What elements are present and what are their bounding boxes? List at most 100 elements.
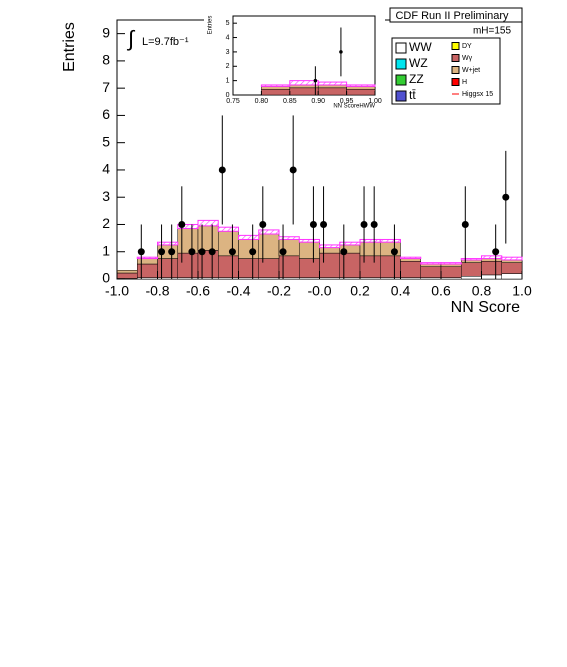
- histogram-bar: [359, 255, 381, 278]
- legend-label: W+jet: [462, 67, 480, 74]
- histogram-bar: [400, 261, 421, 278]
- histogram-bar: [197, 219, 219, 227]
- data-point: [502, 193, 510, 201]
- x-tick-label: 1.00: [368, 98, 382, 105]
- y-tick-label: 6: [102, 106, 110, 122]
- histogram-bar: [400, 256, 422, 260]
- data-point: [208, 248, 216, 256]
- histogram-bar: [501, 256, 523, 261]
- data-point: [320, 220, 328, 228]
- y-tick-label: 0: [102, 270, 110, 286]
- histogram-bar: [501, 262, 523, 274]
- legend-swatch: [451, 42, 460, 50]
- y-tick-label: 2: [102, 215, 110, 231]
- histogram-bar: [379, 238, 401, 243]
- y-tick-label: 1: [102, 242, 110, 258]
- histogram-bar: [278, 255, 300, 278]
- y-axis-label: Entries: [61, 22, 78, 72]
- histogram-bar: [137, 258, 158, 265]
- histogram-bar: [136, 256, 158, 260]
- histogram-bar: [359, 241, 381, 257]
- histogram-bar: [380, 241, 401, 257]
- integral-sign: ∫: [126, 26, 136, 51]
- x-tick-label: 0.4: [391, 282, 411, 298]
- histogram-bar: [339, 241, 361, 246]
- legend-label: Wγ: [462, 55, 473, 62]
- data-point: [228, 248, 236, 256]
- y-tick-label: 9: [102, 24, 110, 40]
- chart-title: CDF Run II Preliminary: [395, 10, 509, 22]
- histogram-bar: [238, 239, 259, 259]
- legend-label: WW: [409, 40, 432, 54]
- histogram-bar: [116, 272, 138, 279]
- histogram-bar: [319, 252, 340, 278]
- histogram-bar: [440, 262, 462, 265]
- y-tick-label: 4: [226, 34, 230, 41]
- data-point: [309, 220, 317, 228]
- data-point: [339, 50, 343, 54]
- x-tick-label: 0.90: [311, 98, 325, 105]
- histogram-bar: [258, 229, 280, 235]
- data-point: [137, 248, 145, 256]
- histogram-bar: [278, 236, 300, 240]
- histogram-bar: [260, 84, 291, 87]
- histogram-bar: [420, 266, 442, 278]
- y-tick-label: 5: [102, 133, 110, 149]
- legend-swatch: [395, 90, 407, 102]
- histogram-bar: [137, 263, 158, 278]
- histogram-bar: [289, 87, 319, 96]
- legend-swatch: [395, 58, 407, 70]
- legend-swatch: [451, 78, 460, 86]
- data-point: [168, 248, 176, 256]
- legend-swatch: [395, 42, 407, 54]
- legend-label: WZ: [409, 56, 428, 70]
- x-tick-label: 0.75: [226, 98, 240, 105]
- y-tick-label: 8: [102, 52, 110, 68]
- data-point: [370, 220, 378, 228]
- y-tick-label: 3: [226, 49, 230, 56]
- histogram-bar: [461, 262, 482, 277]
- histogram-bar: [317, 81, 348, 86]
- histogram-bar: [238, 234, 260, 240]
- data-point: [259, 220, 267, 228]
- histogram-bar: [157, 258, 178, 278]
- x-tick-label: 0.2: [350, 282, 370, 298]
- histogram-bar: [319, 244, 341, 249]
- x-tick-label: -0.4: [226, 282, 250, 298]
- x-tick-label: -0.6: [186, 282, 210, 298]
- title-box: [389, 7, 523, 23]
- y-tick-label: 3: [102, 188, 110, 204]
- histogram-bar: [359, 238, 381, 243]
- luminosity-label: L=9.7fb⁻¹: [142, 36, 189, 48]
- data-point: [289, 166, 297, 174]
- data-point: [158, 248, 166, 256]
- x-tick-label: 0.80: [255, 98, 269, 105]
- histogram-bar: [461, 276, 482, 280]
- y-tick-label: 5: [226, 20, 230, 27]
- histogram-bar: [481, 255, 503, 260]
- histogram-bar: [258, 258, 280, 278]
- histogram-bar: [380, 255, 401, 278]
- histogram-bar: [346, 84, 376, 87]
- legend-label: ZZ: [409, 72, 424, 86]
- histogram-bar: [299, 258, 320, 278]
- legend-swatch: [451, 54, 460, 62]
- histogram-bar: [197, 225, 219, 251]
- x-tick-label: -0.2: [267, 282, 291, 298]
- y-tick-label: 0: [226, 92, 230, 99]
- legend-swatch: [395, 74, 407, 86]
- mass-label: mH=155: [473, 26, 512, 37]
- histogram-bar: [177, 228, 199, 254]
- histogram-bar: [238, 258, 259, 278]
- inset-x-label: NN ScoreHWW: [333, 104, 375, 110]
- histogram-bar: [481, 274, 502, 280]
- y-tick-label: 7: [102, 79, 110, 95]
- x-axis-label: NN Score: [451, 299, 520, 316]
- histogram-bar: [258, 233, 280, 259]
- data-point: [461, 220, 469, 228]
- histogram-bar: [440, 266, 462, 278]
- y-tick-label: 2: [226, 63, 230, 70]
- histogram-bar: [319, 247, 340, 254]
- data-point: [198, 248, 206, 256]
